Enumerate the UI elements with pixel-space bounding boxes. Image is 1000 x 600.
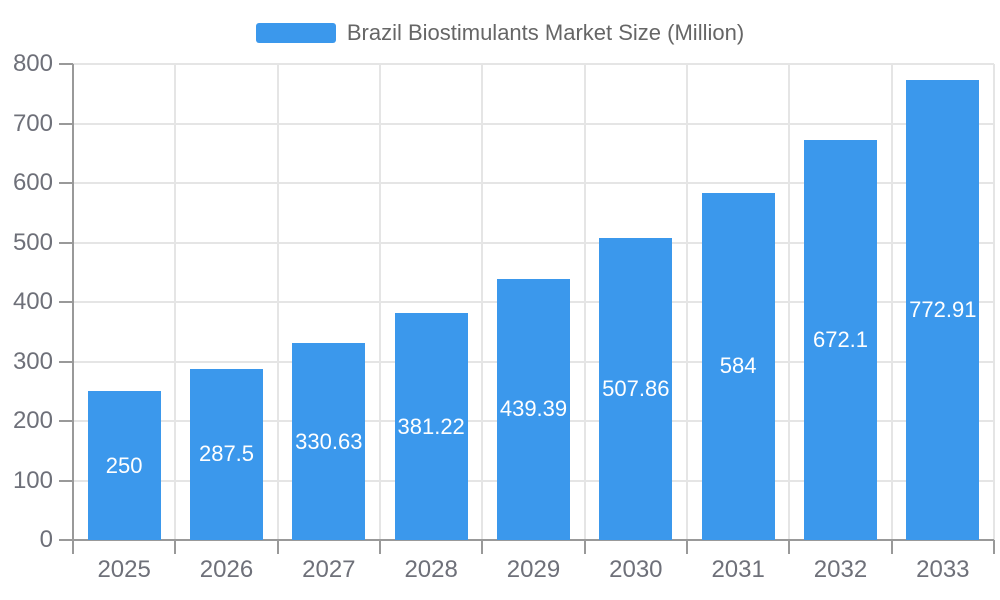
x-axis-label: 2028 (404, 556, 458, 583)
bar[interactable]: 381.22 (394, 313, 468, 540)
bar[interactable]: 507.86 (599, 237, 673, 540)
y-axis-label: 100 (12, 466, 53, 494)
x-axis-tick (993, 540, 995, 554)
x-axis-label: 2027 (302, 556, 356, 583)
bar-value-label: 250 (105, 452, 143, 478)
x-axis-label: 2031 (711, 556, 765, 583)
bar-value-label: 439.39 (499, 396, 568, 422)
y-axis-label: 500 (12, 228, 53, 256)
y-axis-label: 300 (12, 347, 53, 375)
x-axis-tick (174, 540, 177, 554)
x-axis-tick (890, 540, 893, 554)
bar[interactable]: 250 (87, 391, 161, 540)
bar[interactable]: 439.39 (497, 278, 570, 540)
y-axis-label: 600 (12, 169, 53, 196)
y-axis-label: 400 (12, 288, 53, 315)
x-axis-label: 2029 (506, 556, 561, 583)
bar-value-label: 287.5 (198, 441, 255, 467)
v-gridline (686, 64, 688, 540)
h-gridline (73, 241, 994, 244)
x-axis-tick (788, 540, 791, 554)
x-axis-tick (72, 540, 74, 554)
y-axis-tick (59, 122, 73, 125)
v-gridline (379, 64, 381, 540)
legend-label: Brazil Biostimulants Market Size (Millio… (346, 20, 745, 45)
v-gridline (481, 64, 484, 540)
y-axis-tick (59, 182, 73, 184)
y-axis-tick (59, 360, 73, 363)
x-axis-tick (276, 540, 279, 554)
y-axis-label: 0 (39, 526, 53, 553)
x-axis-label: 2030 (609, 556, 663, 583)
bar[interactable]: 772.91 (906, 80, 980, 540)
h-gridline (73, 63, 994, 65)
bar-value-label: 584 (719, 353, 757, 379)
legend-marker-icon (255, 23, 336, 43)
v-gridline (174, 64, 177, 540)
x-axis-tick (583, 540, 586, 554)
bar-value-label: 507.86 (602, 375, 670, 401)
x-axis-tick (379, 540, 381, 554)
bar-value-label: 672.1 (812, 327, 869, 353)
x-axis-label: 2032 (813, 556, 868, 583)
plot-area: 250 287.5 330.63 381.22 439.39 507.86 584 672.1… (13, 52, 995, 583)
v-gridline (890, 64, 893, 540)
x-axis-tick (481, 540, 484, 554)
h-gridline (73, 122, 994, 125)
y-axis-label: 800 (12, 50, 53, 77)
x-axis-label: 2033 (916, 556, 970, 583)
y-axis-tick (59, 479, 73, 482)
y-axis-tick (59, 420, 73, 422)
x-axis-tick (686, 540, 688, 554)
y-axis-tick (59, 539, 73, 541)
y-axis-label: 200 (12, 407, 53, 434)
y-axis-tick (59, 241, 73, 244)
v-gridline (993, 64, 995, 540)
x-axis-label: 2025 (97, 556, 151, 583)
bar[interactable]: 584 (701, 192, 775, 540)
x-axis-line (73, 539, 994, 541)
y-axis-tick (59, 63, 73, 65)
y-axis-line (72, 64, 74, 554)
bar[interactable]: 287.5 (190, 368, 263, 540)
bar-value-label: 381.22 (397, 413, 465, 439)
y-axis-label: 700 (12, 109, 53, 137)
v-gridline (788, 64, 791, 540)
x-axis-label: 2026 (199, 556, 254, 583)
bar[interactable]: 330.63 (292, 343, 366, 540)
v-gridline (276, 64, 279, 540)
bar[interactable]: 672.1 (804, 140, 877, 540)
v-gridline (583, 64, 586, 540)
h-gridline (73, 182, 994, 184)
y-axis-tick (59, 301, 73, 303)
bar-value-label: 772.91 (909, 297, 977, 323)
legend-item[interactable]: Brazil Biostimulants Market Size (Millio… (0, 21, 1000, 45)
bar-value-label: 330.63 (295, 428, 363, 454)
